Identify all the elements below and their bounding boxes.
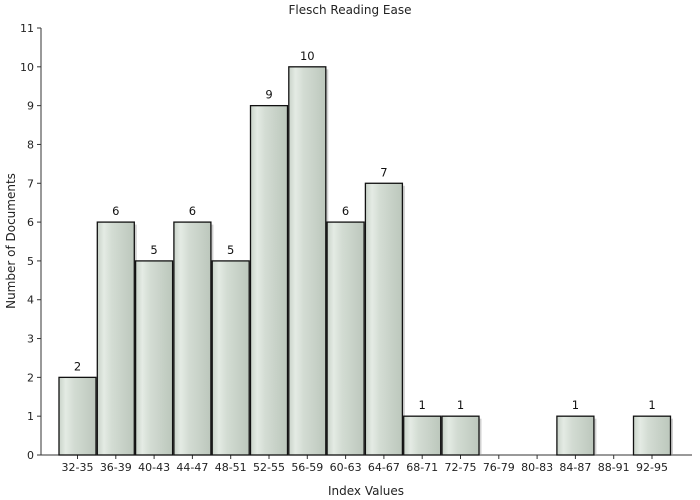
bar [441, 415, 480, 456]
y-tick-label: 1 [27, 410, 34, 423]
data-label: 7 [380, 165, 387, 179]
y-tick-label: 8 [27, 138, 34, 151]
x-tick-label: 80-83 [521, 461, 553, 474]
y-tick-label: 0 [27, 449, 34, 462]
x-tick-label: 76-79 [483, 461, 515, 474]
bar [326, 221, 365, 456]
x-tick-label: 56-59 [291, 461, 323, 474]
bar [173, 221, 212, 456]
x-tick-label: 48-51 [215, 461, 247, 474]
data-label: 9 [265, 88, 272, 102]
data-label: 1 [572, 398, 579, 412]
y-tick-label: 5 [27, 255, 34, 268]
bar [556, 415, 595, 456]
bar [364, 182, 404, 456]
x-tick-label: 64-67 [368, 461, 400, 474]
x-tick-label: 88-91 [598, 461, 630, 474]
x-tick-label: 36-39 [100, 461, 132, 474]
data-labels: 2 6 5 6 5 9 10 6 7 1 1 1 1 [74, 49, 656, 412]
y-tick-label: 9 [27, 100, 34, 113]
bar [403, 415, 442, 456]
y-tick-label: 2 [27, 371, 34, 384]
x-tick-label: 84-87 [559, 461, 591, 474]
x-axis-label: Index Values [328, 484, 404, 498]
data-label: 1 [648, 398, 655, 412]
x-tick-label: 40-43 [138, 461, 170, 474]
data-label: 1 [419, 398, 426, 412]
y-tick-label: 3 [27, 333, 34, 346]
x-tick-label: 72-75 [445, 461, 477, 474]
data-label: 1 [457, 398, 464, 412]
data-label: 2 [74, 359, 81, 373]
bar [249, 104, 289, 456]
data-label: 10 [300, 49, 315, 63]
y-tick-label: 10 [20, 61, 34, 74]
data-label: 5 [227, 243, 234, 257]
y-tick-label: 11 [20, 22, 34, 35]
x-tick-label: 60-63 [330, 461, 362, 474]
bar [58, 376, 97, 456]
x-tick-label: 92-95 [636, 461, 668, 474]
bars [58, 66, 673, 456]
chart-title: Flesch Reading Ease [289, 3, 412, 17]
x-axis: 32-35 36-39 40-43 44-47 48-51 52-55 56-59 60-63… [41, 454, 692, 474]
y-axis-label: Number of Documents [4, 173, 18, 309]
x-ticks: 32-35 36-39 40-43 44-47 48-51 52-55 56-59 60-63… [62, 455, 668, 474]
data-label: 6 [112, 204, 119, 218]
bar [288, 66, 327, 456]
data-label: 6 [189, 204, 196, 218]
x-tick-label: 52-55 [253, 461, 285, 474]
bar [134, 260, 174, 456]
x-tick-label: 32-35 [62, 461, 94, 474]
x-tick-label: 68-71 [406, 461, 438, 474]
y-tick-label: 4 [27, 294, 34, 307]
bar [632, 415, 672, 456]
bar [96, 221, 135, 456]
y-ticks: 0 1 2 3 4 5 6 7 8 9 10 11 [20, 22, 41, 462]
data-label: 6 [342, 204, 349, 218]
y-tick-label: 6 [27, 216, 34, 229]
y-tick-label: 7 [27, 177, 34, 190]
x-tick-label: 44-47 [176, 461, 208, 474]
data-label: 5 [150, 243, 157, 257]
bar [211, 260, 250, 456]
y-axis: 0 1 2 3 4 5 6 7 8 9 10 11 [20, 22, 42, 462]
